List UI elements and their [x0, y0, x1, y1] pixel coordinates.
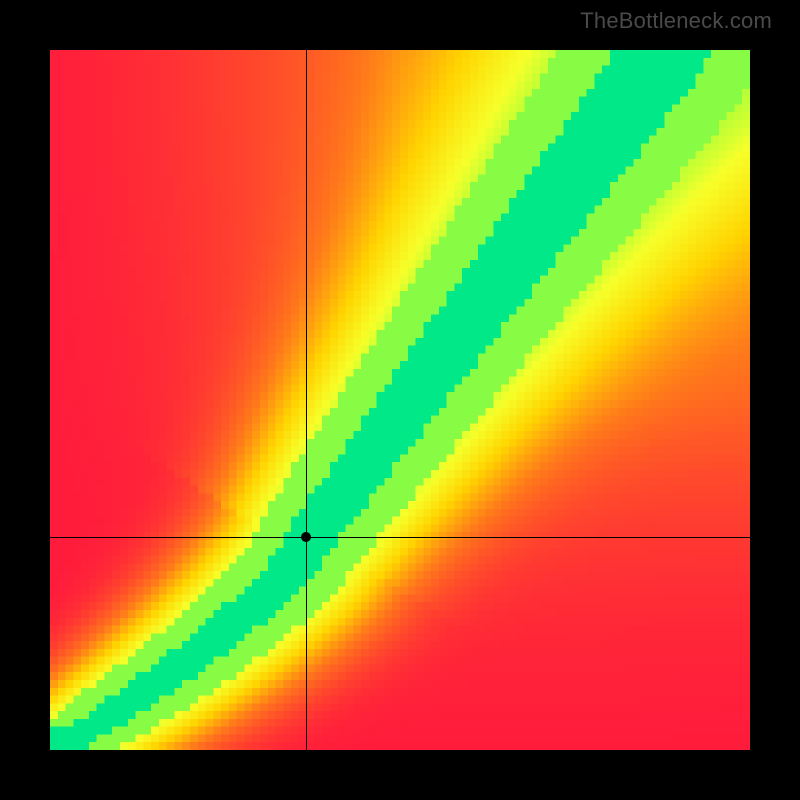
selection-marker — [301, 532, 311, 542]
heatmap-plot — [50, 50, 750, 750]
chart-frame: TheBottleneck.com — [0, 0, 800, 800]
watermark-text: TheBottleneck.com — [580, 8, 772, 34]
crosshair-vertical — [306, 50, 307, 750]
heatmap-canvas — [50, 50, 750, 750]
crosshair-horizontal — [50, 537, 750, 538]
